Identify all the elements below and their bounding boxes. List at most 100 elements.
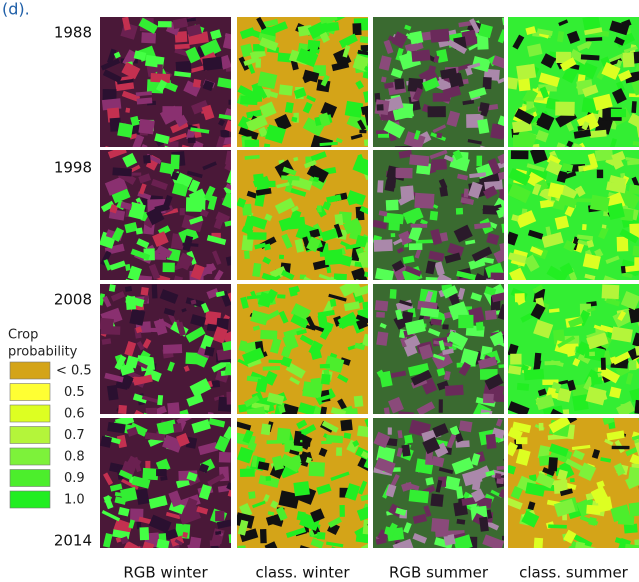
field-patch xyxy=(106,48,117,64)
field-patch xyxy=(600,457,612,463)
field-patch xyxy=(463,188,469,198)
field-patch xyxy=(108,284,116,292)
field-patch xyxy=(498,184,504,202)
field-patch xyxy=(326,541,344,548)
field-patch xyxy=(374,457,396,475)
field-patch xyxy=(115,383,129,390)
field-patch xyxy=(432,204,439,209)
field-patch xyxy=(182,531,188,538)
field-patch xyxy=(230,66,231,74)
field-patch xyxy=(237,512,255,529)
field-patch xyxy=(296,328,307,336)
field-patch xyxy=(299,545,311,548)
field-patch xyxy=(337,373,349,383)
field-patch xyxy=(141,32,157,44)
field-patch xyxy=(198,463,209,474)
field-patch xyxy=(395,309,404,320)
field-patch xyxy=(353,284,368,298)
field-patch xyxy=(287,187,307,197)
field-patch xyxy=(484,286,497,296)
field-patch xyxy=(442,324,449,330)
field-patch xyxy=(400,185,415,201)
field-patch xyxy=(617,69,632,82)
field-patch xyxy=(303,159,317,169)
field-patch xyxy=(612,308,635,328)
field-patch xyxy=(338,33,358,49)
field-patch xyxy=(453,224,473,243)
field-patch xyxy=(321,420,339,433)
field-patch xyxy=(114,496,127,505)
field-patch xyxy=(362,535,368,544)
field-patch xyxy=(136,97,153,105)
field-patch xyxy=(185,436,198,449)
field-patch xyxy=(428,250,445,262)
field-patch xyxy=(121,540,143,548)
column-label: RGB summer xyxy=(389,564,489,582)
field-patch xyxy=(628,307,639,324)
field-patch xyxy=(307,43,319,60)
field-patch xyxy=(511,214,519,222)
field-patch xyxy=(223,426,231,440)
field-patch xyxy=(142,467,159,481)
field-patch xyxy=(443,534,456,546)
field-patch xyxy=(257,71,278,90)
field-patch xyxy=(225,254,231,266)
field-patch xyxy=(263,309,280,322)
field-patch xyxy=(172,17,189,30)
field-patch xyxy=(145,407,158,414)
field-patch xyxy=(285,527,307,538)
field-patch xyxy=(623,46,638,53)
field-patch xyxy=(508,168,531,186)
field-patch xyxy=(200,334,214,351)
field-patch xyxy=(447,242,465,257)
field-patch xyxy=(425,290,434,303)
field-patch xyxy=(142,294,150,304)
field-patch xyxy=(404,40,424,54)
field-patch xyxy=(102,295,112,308)
legend-label: < 0.5 xyxy=(56,364,92,379)
field-patch xyxy=(101,510,121,522)
field-patch xyxy=(558,19,569,27)
field-patch xyxy=(132,456,142,473)
field-patch xyxy=(102,89,117,101)
field-patch xyxy=(339,284,361,298)
field-patch xyxy=(355,80,364,90)
field-patch xyxy=(317,314,329,330)
field-patch xyxy=(629,453,639,467)
field-patch xyxy=(309,228,321,239)
field-patch xyxy=(156,419,178,436)
field-patch xyxy=(610,108,627,118)
field-patch xyxy=(600,367,621,384)
field-patch xyxy=(324,355,345,373)
field-patch xyxy=(498,363,504,369)
field-patch xyxy=(538,422,544,431)
field-patch xyxy=(320,373,331,385)
field-patch xyxy=(352,156,368,176)
field-patch xyxy=(616,188,639,210)
field-patch xyxy=(178,226,199,245)
field-patch xyxy=(611,150,626,164)
field-patch xyxy=(174,538,183,546)
field-patch xyxy=(617,538,631,548)
year-label: 2008 xyxy=(54,291,92,309)
field-patch xyxy=(187,137,196,144)
field-patch xyxy=(270,500,279,509)
field-patch xyxy=(313,176,320,183)
field-patch xyxy=(357,454,368,475)
field-patch xyxy=(611,326,633,343)
field-patch xyxy=(253,43,265,52)
field-patch xyxy=(621,271,633,279)
field-patch xyxy=(202,161,217,171)
field-patch xyxy=(148,263,161,280)
field-patch xyxy=(434,261,445,276)
field-patch xyxy=(362,333,368,350)
field-patch xyxy=(384,82,394,89)
field-patch xyxy=(485,470,495,477)
field-patch xyxy=(275,506,288,521)
field-patch xyxy=(401,481,413,492)
field-patch xyxy=(135,91,152,97)
field-patch xyxy=(427,327,441,337)
image-tile xyxy=(237,284,368,414)
field-patch xyxy=(215,510,225,522)
field-patch xyxy=(255,378,268,393)
